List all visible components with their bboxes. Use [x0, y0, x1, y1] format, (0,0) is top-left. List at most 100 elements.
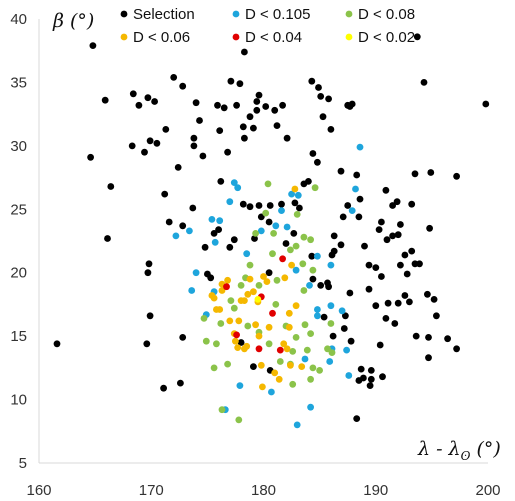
data-point	[89, 42, 97, 49]
data-point	[425, 354, 432, 362]
data-point	[235, 317, 243, 325]
legend-item: D < 0.06	[120, 29, 190, 46]
legend-label: D < 0.06	[133, 29, 190, 46]
data-point	[239, 123, 247, 131]
data-point	[307, 236, 314, 244]
y-tick-label: 20	[10, 265, 27, 282]
series-1	[53, 33, 490, 422]
data-point	[224, 360, 232, 368]
data-point	[270, 230, 277, 237]
y-axis-title: β (°)	[52, 10, 94, 32]
data-point	[260, 273, 267, 280]
legend-item: D < 0.04	[232, 29, 302, 46]
data-point	[236, 382, 244, 389]
data-point	[360, 374, 367, 382]
data-point	[293, 211, 301, 218]
data-point	[254, 296, 262, 303]
data-point	[234, 184, 242, 192]
data-point	[162, 125, 170, 133]
data-point	[289, 380, 297, 388]
data-point	[233, 101, 241, 109]
data-point	[294, 191, 302, 199]
x-tick-labels: 160 170 180 190 200	[26, 482, 500, 499]
data-point	[257, 361, 265, 369]
data-point	[301, 355, 309, 363]
data-point	[353, 415, 361, 422]
data-point	[401, 251, 409, 259]
data-point	[328, 349, 336, 356]
data-point	[420, 79, 428, 86]
data-point	[394, 299, 402, 307]
x-tick-label: 200	[475, 482, 500, 499]
data-point	[340, 325, 348, 332]
data-point	[246, 203, 254, 211]
y-tick-label: 5	[19, 455, 27, 472]
data-point	[330, 247, 338, 255]
data-point	[352, 185, 359, 193]
data-point	[233, 331, 241, 339]
data-point	[433, 312, 440, 320]
data-point	[207, 274, 215, 282]
data-point	[276, 358, 284, 365]
data-point	[306, 282, 313, 289]
data-point	[293, 421, 301, 429]
data-point	[283, 223, 291, 231]
data-point	[305, 178, 312, 185]
data-point	[218, 406, 226, 414]
data-point	[273, 122, 281, 129]
data-point	[292, 334, 300, 341]
data-point	[367, 375, 375, 383]
data-point	[300, 233, 308, 241]
data-point	[257, 227, 265, 235]
data-point	[250, 124, 257, 132]
data-point	[366, 382, 374, 389]
data-point	[237, 282, 245, 289]
data-point	[317, 93, 325, 100]
data-point	[244, 322, 252, 330]
data-point	[151, 98, 159, 105]
data-point	[292, 302, 300, 310]
data-point	[145, 260, 153, 268]
data-point	[298, 363, 306, 370]
data-point	[227, 297, 235, 304]
data-point	[324, 345, 331, 353]
y-tick-label: 30	[10, 138, 27, 155]
legend-marker	[345, 10, 353, 18]
data-point	[264, 180, 272, 188]
series-2	[172, 143, 364, 429]
y-tick-label: 15	[10, 328, 27, 345]
data-point	[337, 167, 345, 175]
data-point	[255, 345, 263, 353]
data-point	[104, 235, 111, 242]
data-point	[265, 340, 273, 348]
data-point	[230, 304, 238, 312]
data-point	[237, 339, 245, 346]
data-point	[325, 283, 332, 291]
data-point	[307, 330, 314, 337]
data-point	[290, 230, 298, 237]
x-tick-label: 170	[139, 482, 164, 499]
data-point	[314, 158, 321, 166]
data-point	[215, 226, 223, 234]
data-point	[301, 321, 309, 329]
data-point	[275, 375, 283, 383]
data-point	[382, 186, 390, 194]
data-point	[348, 100, 356, 108]
y-tick-label: 40	[10, 11, 27, 28]
data-point	[403, 270, 411, 278]
data-point	[309, 275, 317, 283]
legend-marker	[345, 33, 353, 41]
data-point	[177, 379, 184, 387]
data-point	[210, 294, 218, 302]
data-point	[271, 369, 279, 377]
data-point	[223, 283, 230, 291]
data-point	[244, 290, 252, 298]
data-point	[278, 200, 285, 208]
legend-item: D < 0.08	[345, 6, 415, 23]
data-point	[285, 309, 293, 317]
legend-item: D < 0.105	[232, 6, 310, 23]
legend-label: D < 0.08	[358, 6, 415, 23]
data-point	[327, 261, 335, 269]
data-point	[262, 103, 270, 110]
data-point	[265, 269, 273, 277]
